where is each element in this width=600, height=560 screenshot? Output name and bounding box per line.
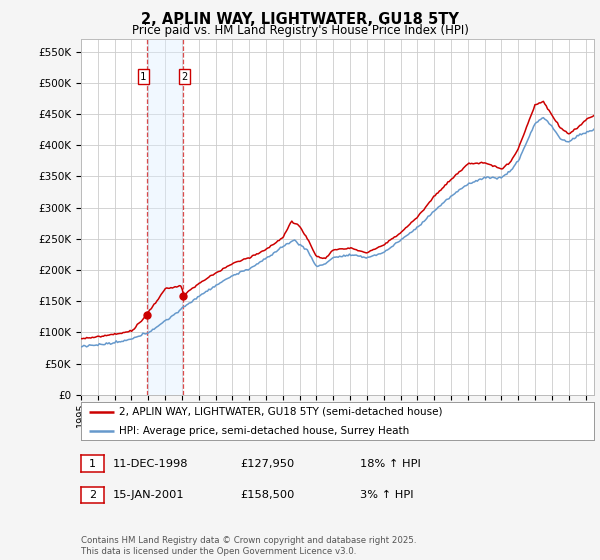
- Text: 1: 1: [89, 459, 96, 469]
- Text: 18% ↑ HPI: 18% ↑ HPI: [360, 459, 421, 469]
- Text: 15-JAN-2001: 15-JAN-2001: [113, 490, 184, 500]
- Text: 3% ↑ HPI: 3% ↑ HPI: [360, 490, 413, 500]
- Text: 1: 1: [140, 72, 146, 82]
- Text: Price paid vs. HM Land Registry's House Price Index (HPI): Price paid vs. HM Land Registry's House …: [131, 24, 469, 37]
- Text: HPI: Average price, semi-detached house, Surrey Heath: HPI: Average price, semi-detached house,…: [119, 426, 410, 436]
- Text: 2, APLIN WAY, LIGHTWATER, GU18 5TY (semi-detached house): 2, APLIN WAY, LIGHTWATER, GU18 5TY (semi…: [119, 407, 443, 417]
- Text: 2: 2: [89, 490, 96, 500]
- Text: £158,500: £158,500: [240, 490, 295, 500]
- Bar: [148, 39, 182, 395]
- Text: 2, APLIN WAY, LIGHTWATER, GU18 5TY: 2, APLIN WAY, LIGHTWATER, GU18 5TY: [141, 12, 459, 27]
- Text: £127,950: £127,950: [240, 459, 294, 469]
- Text: Contains HM Land Registry data © Crown copyright and database right 2025.
This d: Contains HM Land Registry data © Crown c…: [81, 536, 416, 556]
- Text: 2: 2: [181, 72, 188, 82]
- Text: 11-DEC-1998: 11-DEC-1998: [113, 459, 188, 469]
